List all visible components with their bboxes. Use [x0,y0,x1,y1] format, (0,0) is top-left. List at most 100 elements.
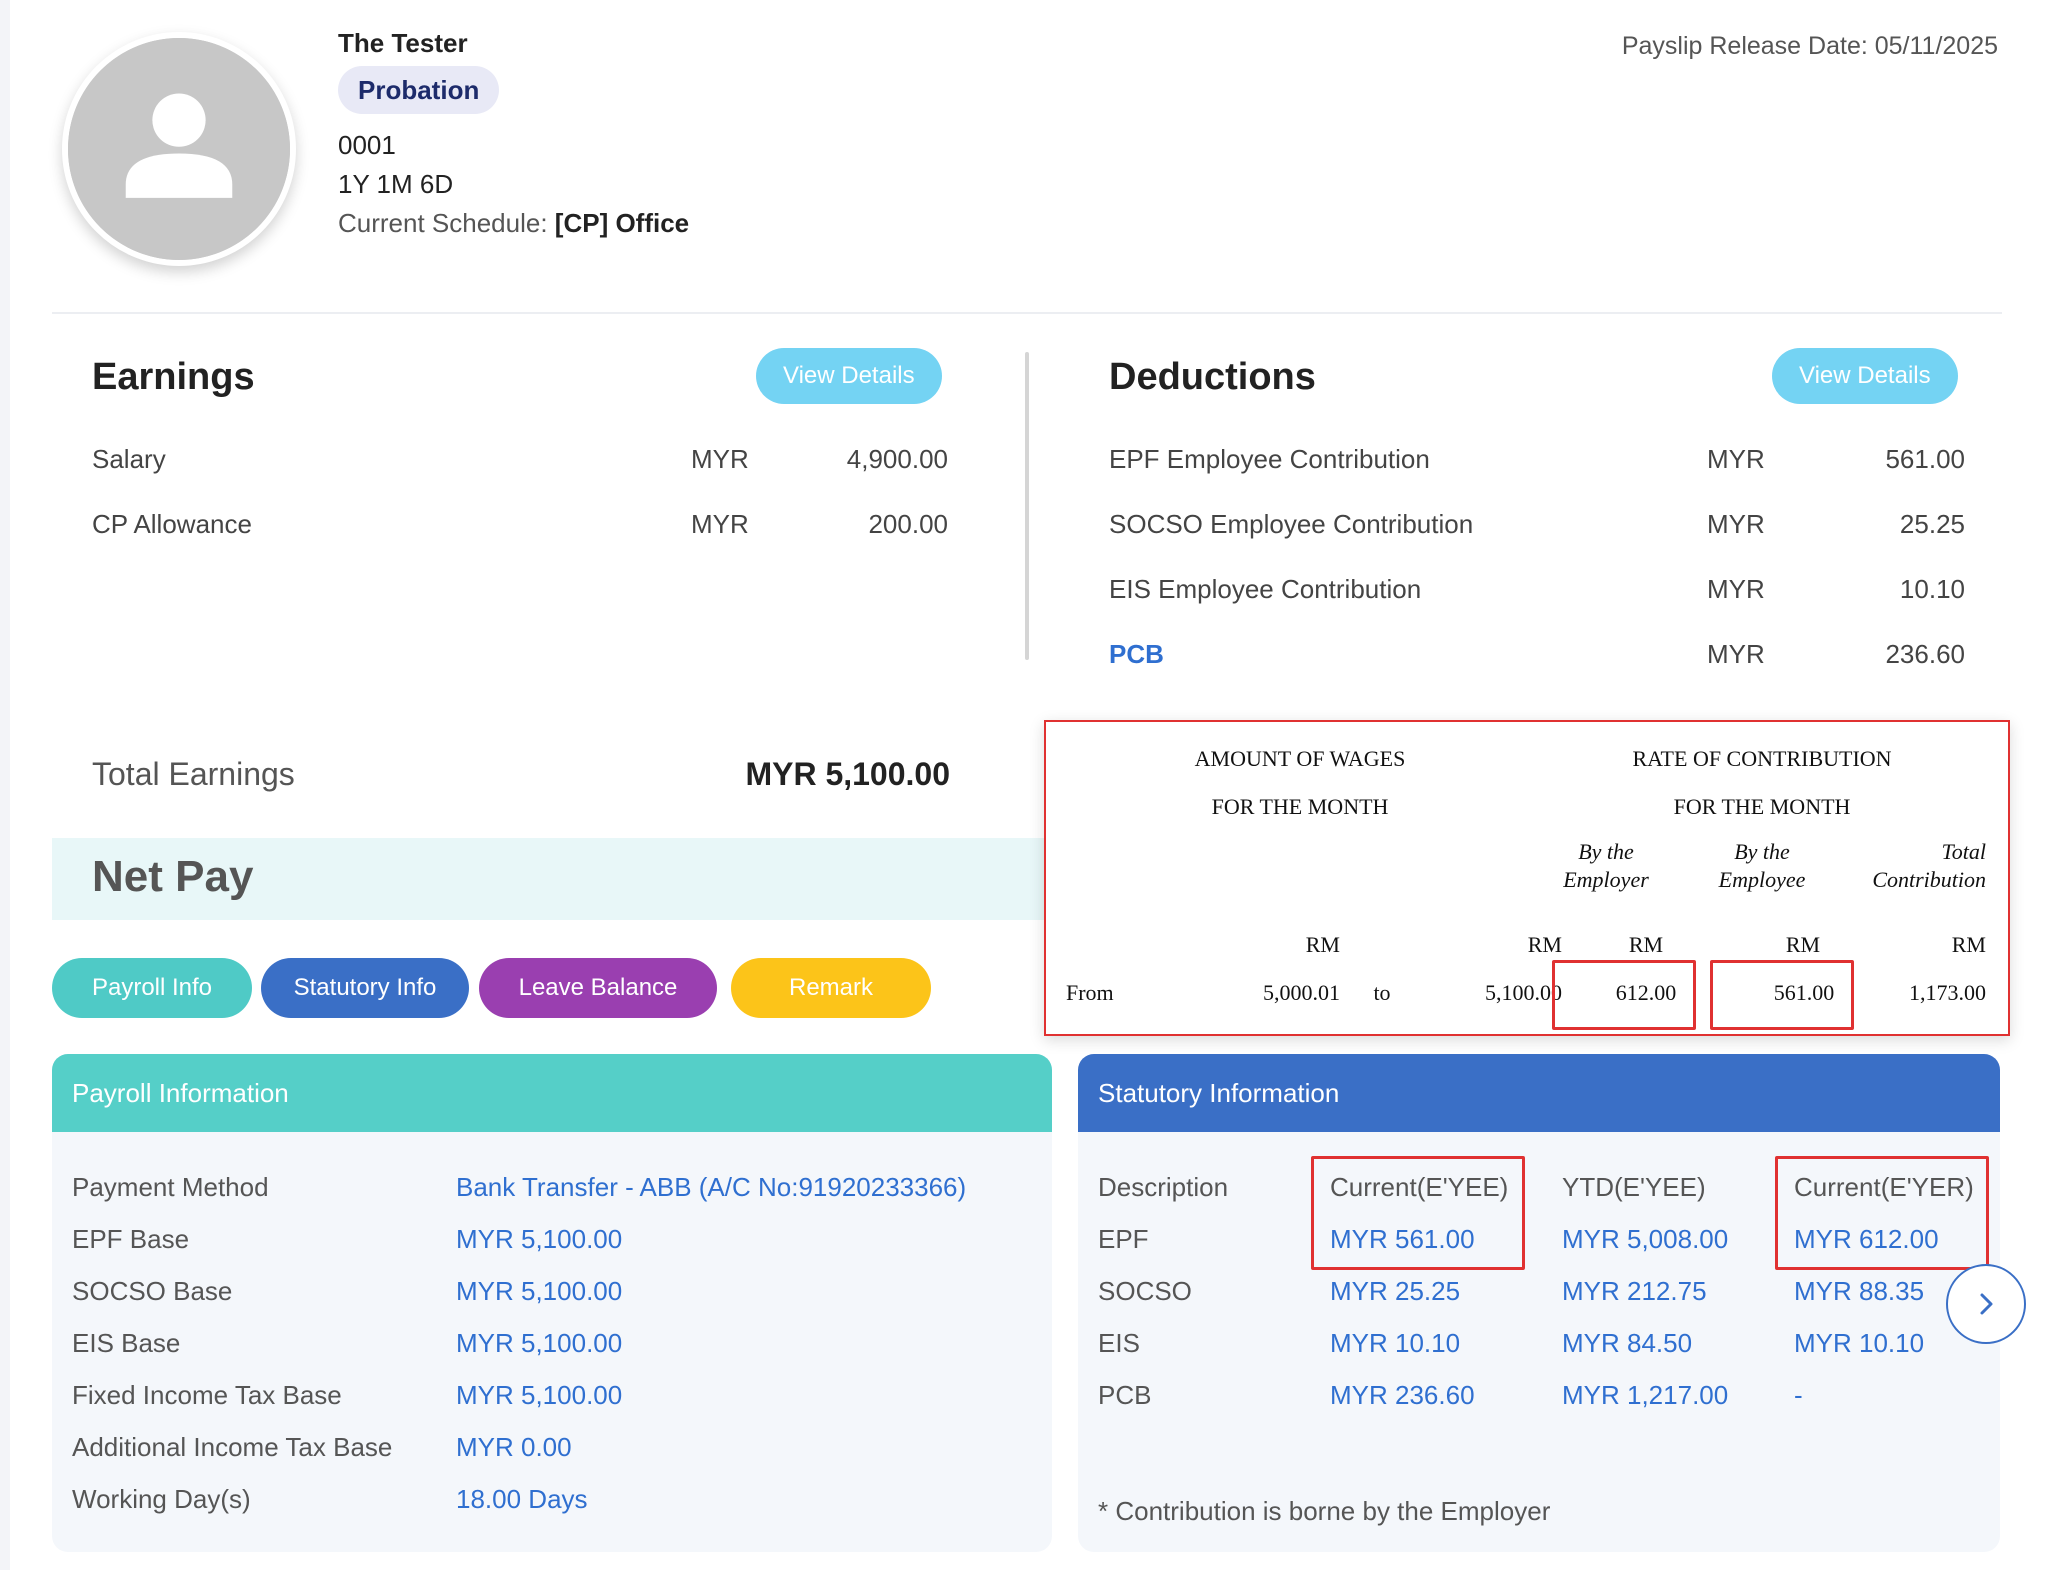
statutory-header-description: Description [1098,1172,1229,1202]
earnings-title: Earnings [92,356,255,398]
net-pay-band [52,838,1052,920]
payroll-info-value: 18.00 Days [456,1484,588,1514]
payroll-info-label: Additional Income Tax Base [72,1432,393,1462]
deductions-row-currency: MYR [1707,574,1765,604]
payroll-info-label: EIS Base [72,1328,181,1358]
payroll-info-header: Payroll Information [52,1054,1052,1132]
payroll-info-card: Payroll Information [52,1054,1052,1552]
deductions-row-amount: 561.00 [1885,444,1965,474]
deductions-view-details-button[interactable]: View Details [1772,348,1958,404]
statutory-row-desc: PCB [1098,1380,1152,1410]
section-divider [1025,352,1029,660]
highlight-employer-amount [1552,960,1696,1030]
statutory-header-ytd-eyee: YTD(E'YEE) [1562,1172,1706,1202]
payroll-info-value: MYR 5,100.00 [456,1328,623,1358]
employee-amount: 561.00 [1773,980,1835,1005]
payroll-info-value: MYR 0.00 [456,1432,572,1462]
tab-remark[interactable]: Remark [731,958,931,1018]
earnings-view-details-button[interactable]: View Details [756,348,942,404]
statutory-row-current-eyer: MYR 612.00 [1794,1224,1939,1254]
employee-name: The Tester [338,28,468,58]
deductions-row-label: EPF Employee Contribution [1109,444,1430,474]
wage-from: 5,000.01 [1263,980,1340,1005]
statutory-row-desc: SOCSO [1098,1276,1192,1306]
earnings-row-amount: 4,900.00 [846,444,948,474]
wages-header-line1: AMOUNT OF WAGES [1194,746,1406,771]
payslip-release-date: Payslip Release Date: 05/11/2025 [1621,32,1998,60]
schedule-value: [CP] Office [554,208,690,238]
statutory-row-desc: EPF [1098,1224,1149,1254]
employee-schedule: Current Schedule: [CP] Office [338,208,689,239]
statutory-row-current-eyee: MYR 561.00 [1330,1224,1475,1254]
avatar [62,32,296,266]
contribution-table-popup: AMOUNT OF WAGES FOR THE MONTH RATE OF CO… [1044,720,2010,1036]
payroll-info-value: MYR 5,100.00 [456,1224,623,1254]
highlight-current-eyer [1775,1156,1989,1270]
payroll-info-label: Working Day(s) [72,1484,251,1514]
tab-leave-balance[interactable]: Leave Balance [479,958,717,1018]
earnings-row-label: Salary [92,444,166,474]
highlight-current-eyee [1311,1156,1525,1270]
statutory-row-current-eyer: MYR 10.10 [1794,1328,1925,1358]
deductions-title: Deductions [1109,356,1316,398]
chevron-right-icon [1980,1293,1993,1315]
statutory-row-ytd-eyee: MYR 84.50 [1562,1328,1693,1358]
status-badge: Probation [338,66,500,114]
statutory-row-current-eyee: MYR 236.60 [1330,1380,1475,1410]
unit-rm: RM [1628,932,1664,957]
statutory-row-ytd-eyee: MYR 212.75 [1562,1276,1707,1306]
employee-tenure: 1Y 1M 6D [338,169,454,199]
total-amount: 1,173.00 [1909,980,1986,1005]
tab-statutory-info[interactable]: Statutory Info [261,958,469,1018]
person-placeholder-icon [68,38,290,260]
net-pay-title: Net Pay [92,852,254,901]
unit-rm: RM [1527,932,1562,957]
earnings-row-label: CP Allowance [92,509,252,539]
earnings-row-currency: MYR [691,444,749,474]
payroll-info-label: Fixed Income Tax Base [72,1380,342,1410]
header-divider [52,312,2002,314]
employer-amount: 612.00 [1615,980,1677,1005]
unit-rm: RM [1951,932,1986,957]
payroll-info-value: Bank Transfer - ABB (A/C No:91920233366) [456,1172,967,1202]
statutory-header-current-eyee: Current(E'YEE) [1330,1172,1509,1202]
total-earnings-value: MYR 5,100.00 [745,756,950,792]
unit-rm: RM [1785,932,1821,957]
statutory-footnote: * Contribution is borne by the Employer [1098,1496,1551,1526]
next-button[interactable] [1946,1264,2026,1344]
wage-to: 5,100.00 [1485,980,1562,1005]
total-contribution-header: Total Contribution [1872,839,1986,892]
employee-id: 0001 [338,130,396,160]
from-label: From [1066,980,1114,1005]
unit-rm: RM [1305,932,1340,957]
payroll-info-label: EPF Base [72,1224,190,1254]
highlight-employee-amount [1710,960,1854,1030]
wages-header-line2: FOR THE MONTH [1211,794,1389,819]
statutory-header-current-eyer: Current(E'YER) [1794,1172,1974,1202]
left-edge [0,0,10,1570]
earnings-row-amount: 200.00 [868,509,948,539]
statutory-row-current-eyee: MYR 10.10 [1330,1328,1461,1358]
statutory-info-card: Statutory Information [1078,1054,2000,1552]
deductions-row-amount: 25.25 [1899,509,1965,539]
rate-header-line2: FOR THE MONTH [1673,794,1851,819]
statutory-row-desc: EIS [1098,1328,1140,1358]
payroll-info-value: MYR 5,100.00 [456,1276,623,1306]
statutory-info-header: Statutory Information [1078,1054,2000,1132]
earnings-row-currency: MYR [691,509,749,539]
deductions-row-label: EIS Employee Contribution [1109,574,1422,604]
payroll-info-value: MYR 5,100.00 [456,1380,623,1410]
deductions-row-amount: 236.60 [1885,639,1965,669]
statutory-row-current-eyer: MYR 88.35 [1794,1276,1925,1306]
deductions-row-currency: MYR [1707,509,1765,539]
deductions-row-label: SOCSO Employee Contribution [1109,509,1474,539]
payroll-info-label: SOCSO Base [72,1276,233,1306]
tab-payroll-info[interactable]: Payroll Info [52,958,252,1018]
deductions-row-currency: MYR [1707,639,1765,669]
by-employer-header: By the Employer [1563,839,1649,892]
by-employee-header: By the Employee [1718,839,1806,892]
statutory-row-ytd-eyee: MYR 1,217.00 [1562,1380,1729,1410]
deductions-row-currency: MYR [1707,444,1765,474]
pcb-link[interactable]: PCB [1109,639,1164,669]
statutory-row-current-eyee: MYR 25.25 [1330,1276,1461,1306]
